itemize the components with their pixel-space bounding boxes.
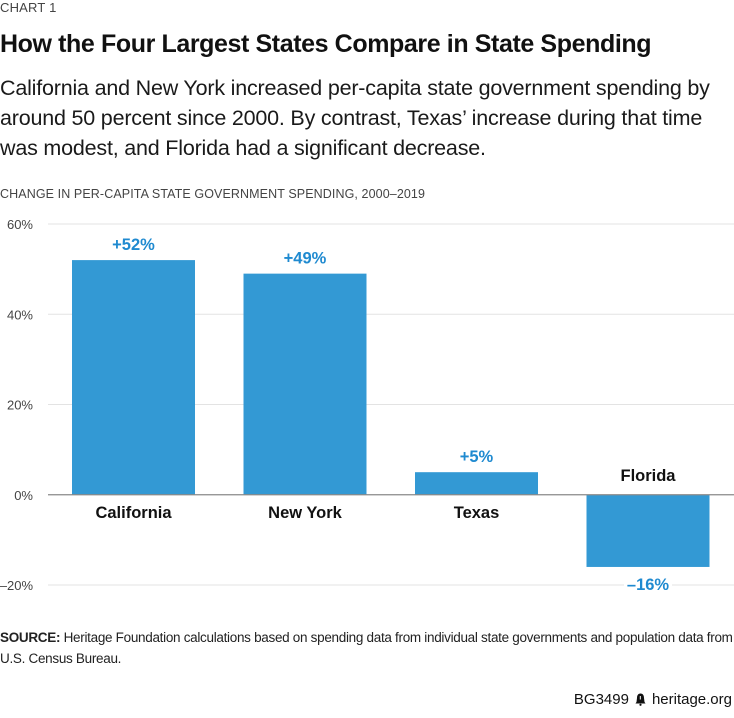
data-label: +49% [284,250,327,268]
y-tick-label: 0% [14,488,33,503]
chart-kicker: CHART 1 [0,0,57,15]
site-link[interactable]: heritage.org [651,691,732,708]
bar-california [72,260,195,495]
data-label: +5% [460,448,494,466]
y-tick-label: –20% [0,578,33,593]
bar-florida [586,494,710,567]
report-id: BG3499 [573,691,629,708]
y-axis-tick-labels: 60% 40% 20% 0% –20% [0,217,33,593]
liberty-bell-icon [635,693,646,706]
source-label: SOURCE: [0,630,61,645]
chart-title: How the Four Largest States Compare in S… [0,30,652,58]
chart-measure-label: CHANGE IN PER-CAPITA STATE GOVERNMENT SP… [0,187,426,201]
bar-new-york [243,273,367,495]
category-label: California [95,504,172,522]
data-label: +52% [112,236,155,254]
footer-credit: BG3499 heritage.org [574,691,732,708]
source-note: SOURCE: Heritage Foundation calculations… [0,627,734,669]
bar-texas [415,472,538,495]
category-label: Florida [620,467,676,485]
bar-chart: 60% 40% 20% 0% –20% California New York Texas F… [0,217,734,595]
category-label: Texas [454,504,500,522]
chart-subtitle: California and New York increased per-ca… [0,76,710,160]
data-labels: +52% +49% +5% –16% [112,236,672,595]
category-label: New York [268,504,342,522]
label-knockout [624,574,672,595]
y-tick-label: 60% [7,217,33,232]
source-text: Heritage Foundation calculations based o… [0,630,733,666]
y-tick-label: 20% [7,398,33,413]
y-tick-label: 40% [7,307,33,322]
category-labels: California New York Texas Florida [95,467,676,522]
data-label: –16% [627,576,670,594]
bars [72,260,710,567]
